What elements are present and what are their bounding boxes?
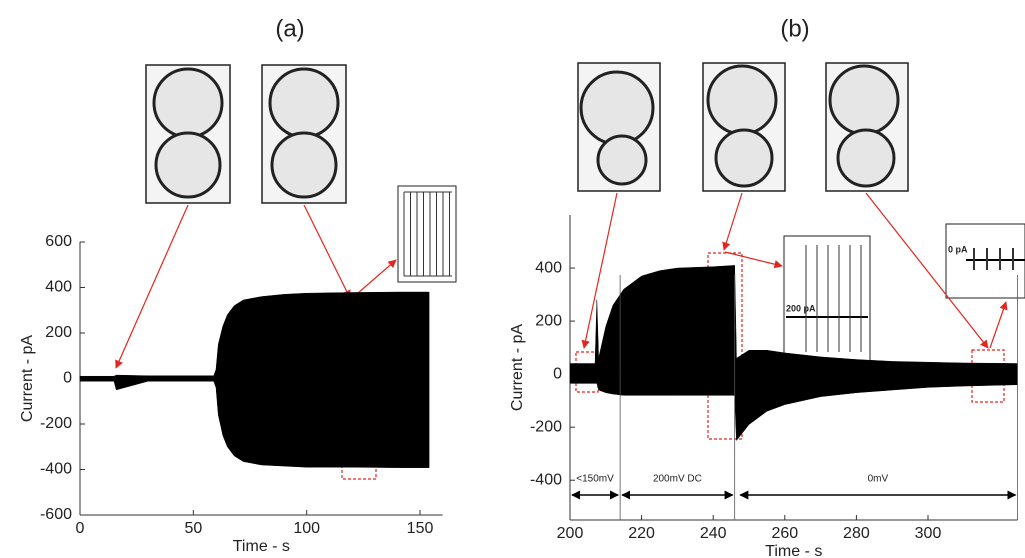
x-tick-label: 150 <box>407 520 434 537</box>
inset-label: 200 pA <box>786 303 816 313</box>
y-tick-label: 600 <box>45 233 72 250</box>
x-tick-label: 300 <box>915 525 942 542</box>
current-envelope <box>79 291 430 379</box>
current-envelope <box>569 265 1018 375</box>
x-axis-label: Time - s <box>233 538 290 555</box>
y-tick-label: 0 <box>63 370 72 387</box>
y-axis-label: Current - pA <box>509 324 526 411</box>
y-tick-label: 0 <box>553 365 562 382</box>
x-tick-label: 260 <box>771 525 798 542</box>
y-axis-label: Current - pA <box>19 335 36 422</box>
y-tick-label: 200 <box>45 324 72 341</box>
x-tick-label: 280 <box>843 525 870 542</box>
y-tick-label: -600 <box>40 506 72 523</box>
x-tick-label: 0 <box>76 520 85 537</box>
segment-label: <150mV <box>576 474 614 485</box>
y-tick-label: 400 <box>45 279 72 296</box>
y-tick-label: 400 <box>535 259 562 276</box>
inset-traces <box>403 191 1025 352</box>
chart-title: (b) <box>780 15 809 42</box>
x-tick-label: 50 <box>184 520 202 537</box>
x-axis-label: Time - s <box>765 543 822 558</box>
chart-title: (a) <box>275 15 304 42</box>
y-tick-label: -400 <box>40 461 72 478</box>
current-envelope <box>569 373 1018 442</box>
inset-label: 0 pA <box>948 244 968 254</box>
segment-label: 200mV DC <box>653 474 702 485</box>
photos <box>145 62 1025 363</box>
y-tick-label: -200 <box>530 418 562 435</box>
x-tick-label: 220 <box>628 525 655 542</box>
y-tick-label: -400 <box>530 471 562 488</box>
y-tick-label: -200 <box>40 415 72 432</box>
current-envelope <box>79 378 430 468</box>
x-tick-label: 240 <box>700 525 727 542</box>
x-tick-label: 200 <box>557 525 584 542</box>
x-tick-label: 100 <box>293 520 320 537</box>
y-tick-label: 200 <box>535 312 562 329</box>
segment-label: 0mV <box>868 474 889 485</box>
